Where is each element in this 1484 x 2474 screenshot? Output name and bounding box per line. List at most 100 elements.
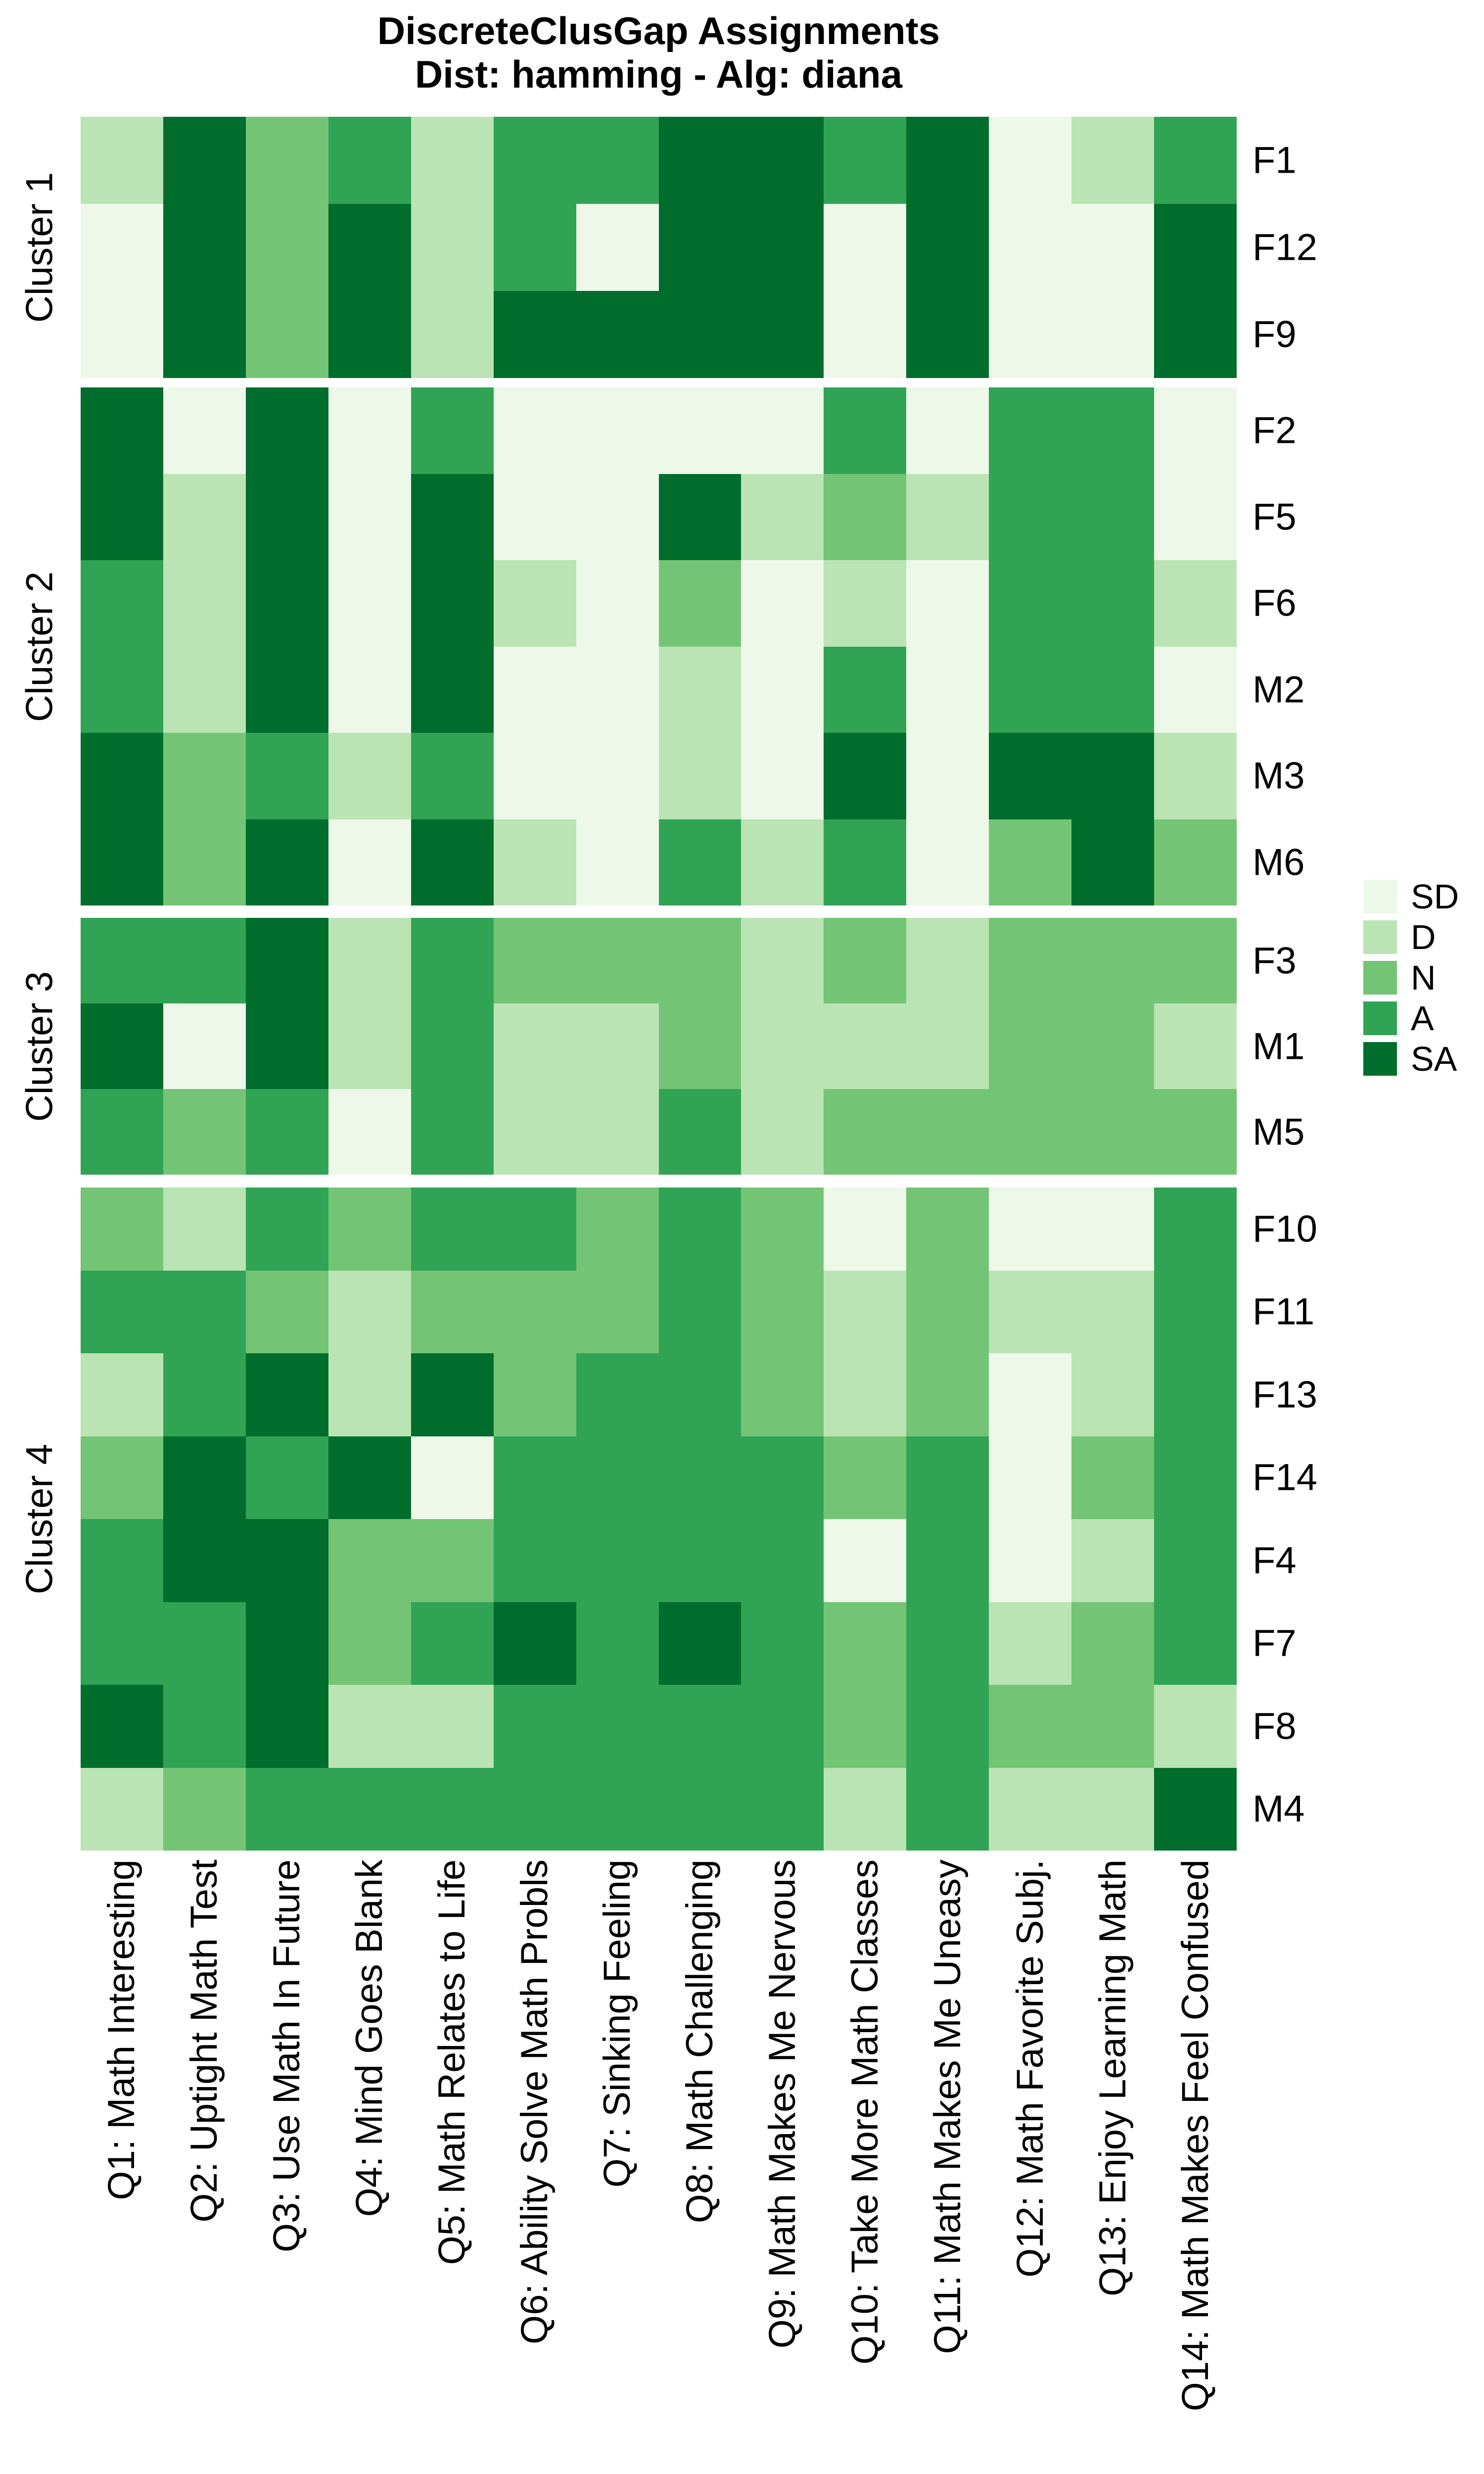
cell-F2-Q1 (81, 387, 163, 474)
cell-F13-Q9 (741, 1353, 824, 1436)
cell-F8-Q2 (163, 1685, 246, 1768)
row-label-M6: M6 (1252, 841, 1305, 884)
cell-F1-Q5 (411, 117, 494, 204)
legend-swatch-D (1363, 920, 1397, 954)
x-label-Q12: Q12: Math Favorite Subj. (1009, 1859, 1051, 2278)
cell-F12-Q9 (741, 204, 824, 291)
cell-F2-Q4 (328, 387, 411, 474)
cell-F6-Q3 (245, 560, 328, 647)
cell-M3-Q7 (576, 733, 659, 819)
cell-M2-Q13 (1071, 646, 1155, 733)
cell-F7-Q4 (328, 1602, 411, 1685)
cell-F14-Q14 (1154, 1436, 1237, 1519)
row-label-F2: F2 (1252, 409, 1297, 452)
cell-M1-Q10 (824, 1003, 907, 1089)
cell-M1-Q7 (576, 1003, 659, 1089)
cell-F8-Q12 (989, 1685, 1072, 1768)
cell-F6-Q4 (328, 560, 411, 647)
cell-F7-Q3 (245, 1602, 328, 1685)
cell-F1-Q11 (906, 117, 989, 204)
cell-M1-Q11 (906, 1003, 989, 1089)
cell-F11-Q8 (658, 1270, 742, 1353)
cell-F5-Q7 (576, 474, 659, 560)
cell-F4-Q7 (576, 1519, 659, 1602)
cell-F1-Q12 (989, 117, 1072, 204)
cell-F7-Q13 (1071, 1602, 1155, 1685)
cell-F6-Q7 (576, 560, 659, 647)
cell-F10-Q8 (658, 1188, 742, 1271)
cell-F4-Q10 (824, 1519, 907, 1602)
cell-F2-Q2 (163, 387, 246, 474)
x-label-cell-Q11: Q11: Math Makes Me Uneasy (906, 1859, 989, 2411)
cell-M4-Q12 (989, 1767, 1072, 1851)
cell-F2-Q9 (741, 387, 824, 474)
cell-F2-Q6 (493, 387, 576, 474)
cell-M5-Q8 (658, 1089, 742, 1175)
cell-F4-Q9 (741, 1519, 824, 1602)
row-label-F14: F14 (1252, 1456, 1317, 1499)
cell-F10-Q10 (824, 1188, 907, 1271)
cell-F11-Q5 (411, 1270, 494, 1353)
cell-M2-Q8 (658, 646, 742, 733)
cell-F10-Q6 (493, 1188, 576, 1271)
x-label-Q4: Q4: Mind Goes Blank (348, 1859, 391, 2217)
x-label-Q3: Q3: Use Math In Future (266, 1859, 308, 2253)
cell-F5-Q10 (824, 474, 907, 560)
cell-F2-Q10 (824, 387, 907, 474)
cell-F8-Q5 (411, 1685, 494, 1768)
cell-F14-Q9 (741, 1436, 824, 1519)
x-label-Q11: Q11: Math Makes Me Uneasy (926, 1859, 969, 2354)
cell-F6-Q5 (411, 560, 494, 647)
cell-F10-Q14 (1154, 1188, 1237, 1271)
cell-F5-Q1 (81, 474, 163, 560)
cell-M5-Q1 (81, 1089, 163, 1175)
row-label-F12: F12 (1252, 226, 1317, 269)
x-label-cell-Q6: Q6: Ability Solve Math Probls (494, 1859, 576, 2411)
cell-F12-Q1 (81, 204, 163, 291)
row-label-F4: F4 (1252, 1539, 1297, 1582)
cell-F10-Q5 (411, 1188, 494, 1271)
cell-M3-Q1 (81, 733, 163, 819)
cell-F14-Q11 (906, 1436, 989, 1519)
row-label-F1: F1 (1252, 139, 1297, 182)
cell-F11-Q4 (328, 1270, 411, 1353)
cell-M3-Q4 (328, 733, 411, 819)
row-label-F3: F3 (1252, 940, 1297, 982)
x-label-cell-Q1: Q1: Math Interesting (81, 1859, 163, 2411)
cell-M1-Q1 (81, 1003, 163, 1089)
cell-F8-Q10 (824, 1685, 907, 1768)
cell-M6-Q14 (1154, 819, 1237, 905)
cell-M1-Q4 (328, 1003, 411, 1089)
cell-F7-Q6 (493, 1602, 576, 1685)
cluster-block-3 (81, 918, 1237, 1175)
cell-F3-Q1 (81, 918, 163, 1003)
cell-F9-Q7 (576, 291, 659, 378)
x-label-Q1: Q1: Math Interesting (100, 1859, 143, 2200)
x-axis: Q1: Math Interesting Q2: Uptight Math Tes… (81, 1859, 1237, 2411)
cell-M2-Q10 (824, 646, 907, 733)
cell-M4-Q7 (576, 1767, 659, 1851)
cell-F8-Q11 (906, 1685, 989, 1768)
row-label-F8: F8 (1252, 1705, 1297, 1748)
cell-M6-Q8 (658, 819, 742, 905)
legend-item-SA: SA (1363, 1039, 1459, 1079)
cell-F4-Q4 (328, 1519, 411, 1602)
legend-swatch-SA (1363, 1042, 1397, 1076)
cell-F7-Q12 (989, 1602, 1072, 1685)
cell-F1-Q1 (81, 117, 163, 204)
cell-F3-Q14 (1154, 918, 1237, 1003)
cell-F10-Q1 (81, 1188, 163, 1271)
cell-F14-Q1 (81, 1436, 163, 1519)
cell-F6-Q13 (1071, 560, 1155, 647)
cell-F12-Q3 (245, 204, 328, 291)
cell-F2-Q12 (989, 387, 1072, 474)
cell-F2-Q14 (1154, 387, 1237, 474)
cell-F13-Q7 (576, 1353, 659, 1436)
cell-F13-Q2 (163, 1353, 246, 1436)
cell-M5-Q3 (245, 1089, 328, 1175)
cell-M4-Q14 (1154, 1767, 1237, 1851)
cell-M4-Q1 (81, 1767, 163, 1851)
cell-F3-Q8 (658, 918, 742, 1003)
cell-F9-Q12 (989, 291, 1072, 378)
cell-F13-Q3 (245, 1353, 328, 1436)
